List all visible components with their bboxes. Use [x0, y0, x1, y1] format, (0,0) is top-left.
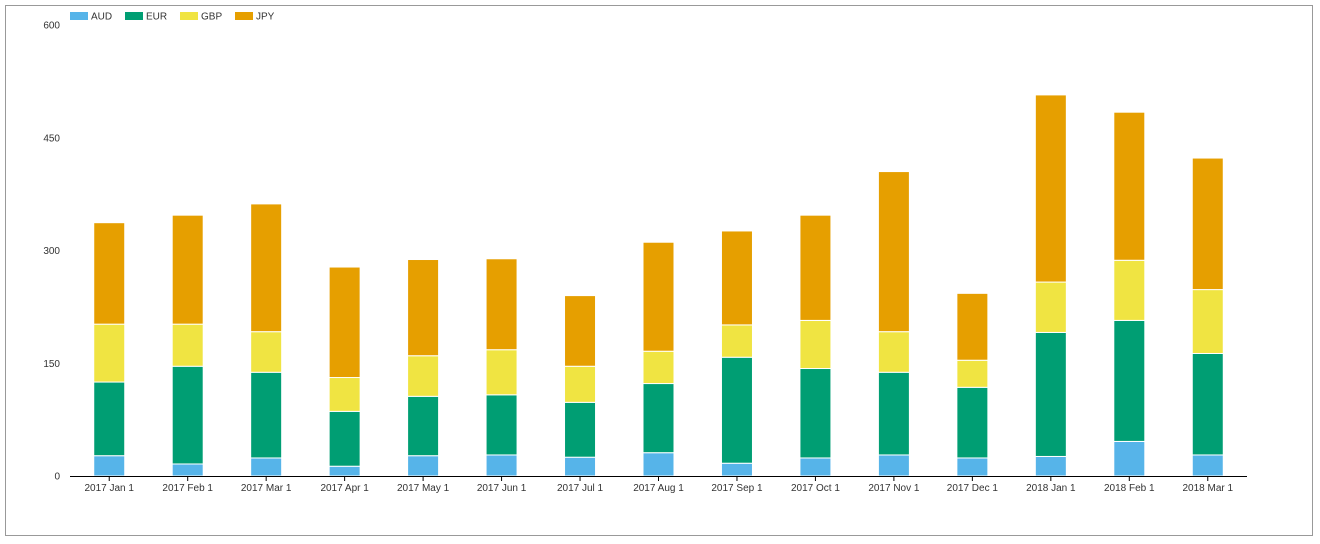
- bar-aud-8: [642, 452, 675, 477]
- bar-gbp-15: [1191, 289, 1224, 354]
- bar-gbp-1: [93, 323, 126, 383]
- x-tick-label: 2017 Mar 1: [241, 483, 292, 494]
- bar-aud-14: [1113, 440, 1146, 477]
- bar-gbp-3: [250, 331, 283, 373]
- x-tick-label: 2018 Mar 1: [1182, 483, 1233, 494]
- legend-label-jpy: JPY: [256, 12, 275, 23]
- y-tick-label: 450: [43, 133, 60, 144]
- bar-jpy-14: [1113, 111, 1146, 261]
- bar-aud-9: [720, 462, 753, 477]
- bar-jpy-6: [485, 258, 518, 351]
- bar-jpy-3: [250, 203, 283, 333]
- x-tick-label: 2017 Feb 1: [162, 483, 213, 494]
- bar-gbp-2: [171, 323, 204, 367]
- x-tick-label: 2017 May 1: [397, 483, 450, 494]
- bar-gbp-6: [485, 349, 518, 396]
- x-tick-label: 2017 Jan 1: [84, 483, 134, 494]
- legend-label-eur: EUR: [146, 12, 167, 23]
- bars: [93, 94, 1224, 477]
- bar-eur-15: [1191, 352, 1224, 456]
- bar-eur-9: [720, 356, 753, 464]
- bar-aud-7: [564, 456, 597, 477]
- bar-gbp-8: [642, 350, 675, 385]
- bar-eur-4: [328, 410, 361, 467]
- bar-eur-1: [93, 381, 126, 457]
- legend-label-aud: AUD: [91, 12, 112, 23]
- bar-aud-4: [328, 465, 361, 477]
- x-tick-label: 2017 Dec 1: [947, 483, 999, 494]
- x-tick-label: 2017 Apr 1: [320, 483, 369, 494]
- y-tick-label: 300: [43, 246, 60, 257]
- bar-gbp-4: [328, 377, 361, 412]
- x-tick-label: 2017 Aug 1: [633, 483, 684, 494]
- bar-eur-6: [485, 394, 518, 456]
- y-tick-label: 150: [43, 359, 60, 370]
- bar-eur-10: [799, 368, 832, 459]
- bar-aud-6: [485, 454, 518, 477]
- bar-aud-15: [1191, 454, 1224, 477]
- bar-jpy-1: [93, 222, 126, 325]
- x-tick-label: 2018 Jan 1: [1026, 483, 1076, 494]
- bar-eur-12: [956, 386, 989, 459]
- bar-aud-11: [877, 454, 910, 477]
- bar-gbp-13: [1034, 281, 1067, 333]
- legend-swatch-eur: [125, 12, 143, 20]
- y-axis: 0 150 300 450 600: [43, 21, 60, 483]
- x-tick-label: 2017 Nov 1: [868, 483, 920, 494]
- legend: AUD EUR GBP JPY: [70, 12, 275, 23]
- legend-label-gbp: GBP: [201, 12, 222, 23]
- bar-jpy-10: [799, 214, 832, 321]
- bar-gbp-7: [564, 365, 597, 403]
- bar-jpy-11: [877, 171, 910, 333]
- legend-swatch-jpy: [235, 12, 253, 20]
- bar-aud-10: [799, 457, 832, 477]
- bar-eur-2: [171, 365, 204, 465]
- x-tick-label: 2017 Sep 1: [711, 483, 763, 494]
- bar-eur-11: [877, 371, 910, 456]
- bar-jpy-8: [642, 241, 675, 352]
- bar-jpy-13: [1034, 94, 1067, 283]
- bar-aud-12: [956, 457, 989, 477]
- bar-gbp-5: [407, 355, 440, 397]
- bar-eur-5: [407, 395, 440, 457]
- bar-eur-14: [1113, 319, 1146, 442]
- bar-jpy-2: [171, 214, 204, 325]
- bar-aud-2: [171, 463, 204, 477]
- bar-aud-3: [250, 457, 283, 477]
- x-tick-label: 2017 Oct 1: [791, 483, 840, 494]
- y-tick-label: 600: [43, 21, 60, 32]
- bar-aud-5: [407, 455, 440, 477]
- bar-gbp-11: [877, 331, 910, 373]
- x-axis: 2017 Jan 1 2017 Feb 1 2017 Mar 1 2017 Apr 1…: [70, 476, 1247, 494]
- bar-gbp-12: [956, 359, 989, 388]
- x-tick-label: 2017 Jul 1: [557, 483, 604, 494]
- bar-eur-7: [564, 401, 597, 458]
- bar-eur-8: [642, 383, 675, 454]
- bar-jpy-9: [720, 230, 753, 326]
- bar-gbp-9: [720, 324, 753, 358]
- bar-jpy-15: [1191, 157, 1224, 291]
- bar-aud-1: [93, 455, 126, 477]
- bar-aud-13: [1034, 455, 1067, 477]
- legend-swatch-aud: [70, 12, 88, 20]
- x-tick-label: 2017 Jun 1: [477, 483, 527, 494]
- bar-gbp-14: [1113, 259, 1146, 321]
- bar-eur-3: [250, 371, 283, 459]
- legend-swatch-gbp: [180, 12, 198, 20]
- bar-jpy-7: [564, 295, 597, 367]
- bar-eur-13: [1034, 331, 1067, 457]
- bar-jpy-12: [956, 292, 989, 361]
- x-tick-label: 2018 Feb 1: [1104, 483, 1155, 494]
- bar-jpy-4: [328, 266, 361, 379]
- y-tick-label: 0: [54, 472, 60, 483]
- bar-gbp-10: [799, 319, 832, 370]
- bar-jpy-5: [407, 259, 440, 357]
